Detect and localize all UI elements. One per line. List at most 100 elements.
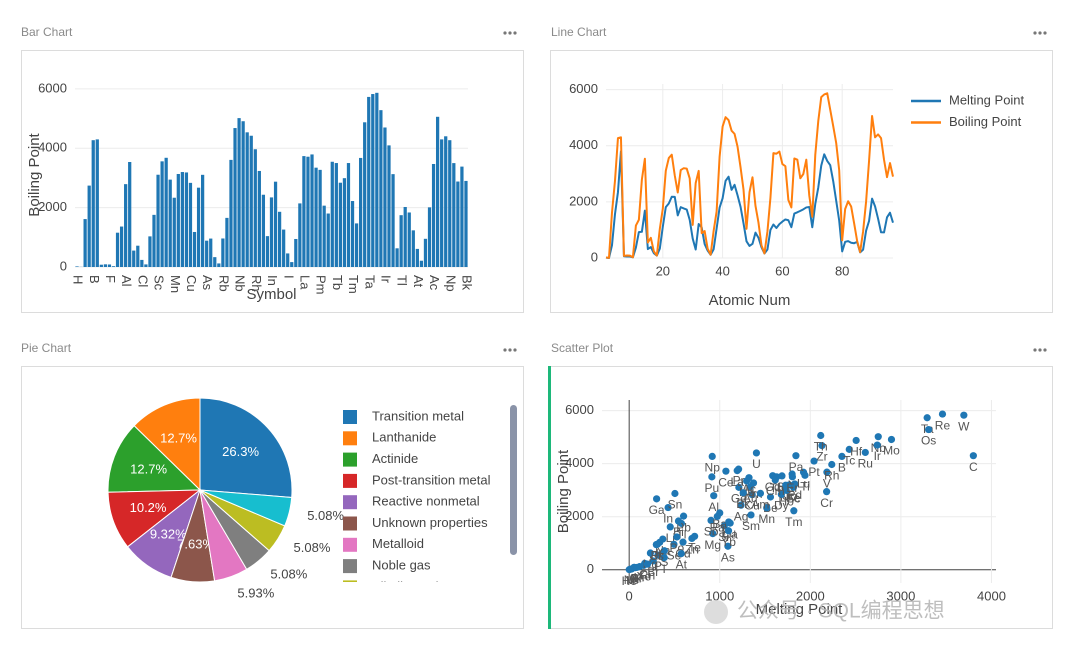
- point-label: N: [631, 572, 640, 586]
- point-label: W: [958, 419, 970, 433]
- legend-swatch: [343, 559, 357, 574]
- bar: [290, 262, 294, 267]
- bar: [132, 250, 136, 267]
- point-label: Mo: [883, 444, 900, 458]
- bar: [330, 161, 334, 267]
- bar: [168, 179, 172, 267]
- bar: [273, 181, 278, 267]
- bar: [391, 174, 395, 267]
- y-tick-label: 6000: [565, 402, 594, 417]
- x-tick-label: La: [297, 275, 312, 290]
- point: [810, 457, 818, 465]
- slice-label: 12.7%: [130, 461, 167, 476]
- point: [747, 511, 755, 519]
- legend-label: Alkali metal: [372, 579, 439, 594]
- point-label: K: [656, 547, 664, 561]
- point-label: Hf: [850, 445, 863, 459]
- y-tick-label: 4000: [565, 455, 594, 470]
- point: [737, 501, 745, 509]
- point: [873, 441, 881, 449]
- legend-swatch: [343, 410, 357, 424]
- point-label: Ni: [780, 489, 791, 503]
- x-tick-label: 1000: [705, 588, 734, 603]
- bar: [209, 238, 213, 267]
- bar: [440, 139, 444, 267]
- point-label: Np: [705, 461, 721, 475]
- point: [653, 495, 661, 503]
- y-tick-label: 2000: [565, 508, 594, 523]
- bar: [172, 197, 176, 267]
- point-label: U: [752, 457, 761, 471]
- point-label: Yb: [721, 535, 736, 549]
- menu-icons[interactable]: [503, 31, 1047, 352]
- legend-swatch: [343, 431, 357, 446]
- bar: [152, 214, 156, 267]
- x-tick-label: Ir: [379, 275, 394, 284]
- y-tick-label: 2000: [38, 199, 67, 214]
- bar: [233, 128, 237, 267]
- legend-swatch: [343, 495, 357, 510]
- bar: [180, 172, 184, 267]
- bar: [269, 197, 274, 267]
- slice-label: 5.08%: [307, 508, 344, 523]
- point-label: Cr: [820, 496, 833, 510]
- slice-label: 7.63%: [177, 536, 214, 551]
- y-tick-label: 2000: [569, 193, 598, 208]
- legend-scrollbar[interactable]: [510, 405, 517, 555]
- bar: [192, 231, 197, 267]
- bar: [318, 169, 322, 267]
- point-label: Ir: [874, 449, 881, 463]
- point: [969, 452, 977, 460]
- x-tick-label: 2000: [796, 588, 825, 603]
- point-label: Ba: [712, 517, 727, 531]
- point: [874, 433, 882, 441]
- point: [724, 527, 733, 535]
- point: [654, 551, 662, 559]
- point: [735, 483, 743, 491]
- bar: [99, 264, 103, 267]
- bar: [83, 219, 87, 267]
- bar: [314, 167, 318, 267]
- bar: [213, 257, 217, 267]
- legend-swatch: [343, 473, 357, 488]
- legend-swatch: [343, 580, 357, 582]
- point-label: Tc: [843, 454, 855, 468]
- bar: [164, 157, 168, 267]
- point-label: C: [969, 460, 978, 474]
- x-tick-label: In: [265, 275, 280, 286]
- point: [823, 488, 831, 496]
- x-tick-label: H: [71, 275, 86, 284]
- x-tick-label: Al: [119, 275, 134, 287]
- bar: [415, 248, 419, 267]
- y-tick-label: 0: [591, 249, 598, 264]
- slice-label: 5.08%: [294, 540, 331, 555]
- bar: [464, 180, 468, 267]
- bar: [188, 182, 193, 267]
- point: [861, 448, 869, 457]
- point: [818, 441, 826, 450]
- point-label: Dy: [774, 499, 789, 513]
- bar: [326, 213, 330, 267]
- bar: [205, 240, 209, 267]
- bar: [282, 229, 286, 267]
- point: [938, 410, 947, 418]
- legend-label: Lanthanide: [372, 430, 436, 445]
- x-tick-label: As: [200, 275, 215, 291]
- legend-swatch: [343, 452, 357, 467]
- point: [724, 542, 732, 550]
- point-label: I: [663, 562, 666, 576]
- point: [777, 490, 785, 499]
- point-label: La: [731, 475, 745, 489]
- point: [763, 504, 771, 512]
- x-tick-label: Tb: [330, 275, 345, 290]
- point: [649, 557, 657, 565]
- bar: [363, 122, 367, 267]
- point-label: Ga: [649, 503, 665, 517]
- legend-label: Melting Point: [949, 92, 1025, 107]
- bar: [354, 223, 359, 267]
- x-tick-label: Mn: [168, 275, 183, 293]
- point-label: Se: [667, 549, 682, 563]
- point-label: Cm: [766, 484, 785, 498]
- point-label: Ru: [858, 457, 873, 471]
